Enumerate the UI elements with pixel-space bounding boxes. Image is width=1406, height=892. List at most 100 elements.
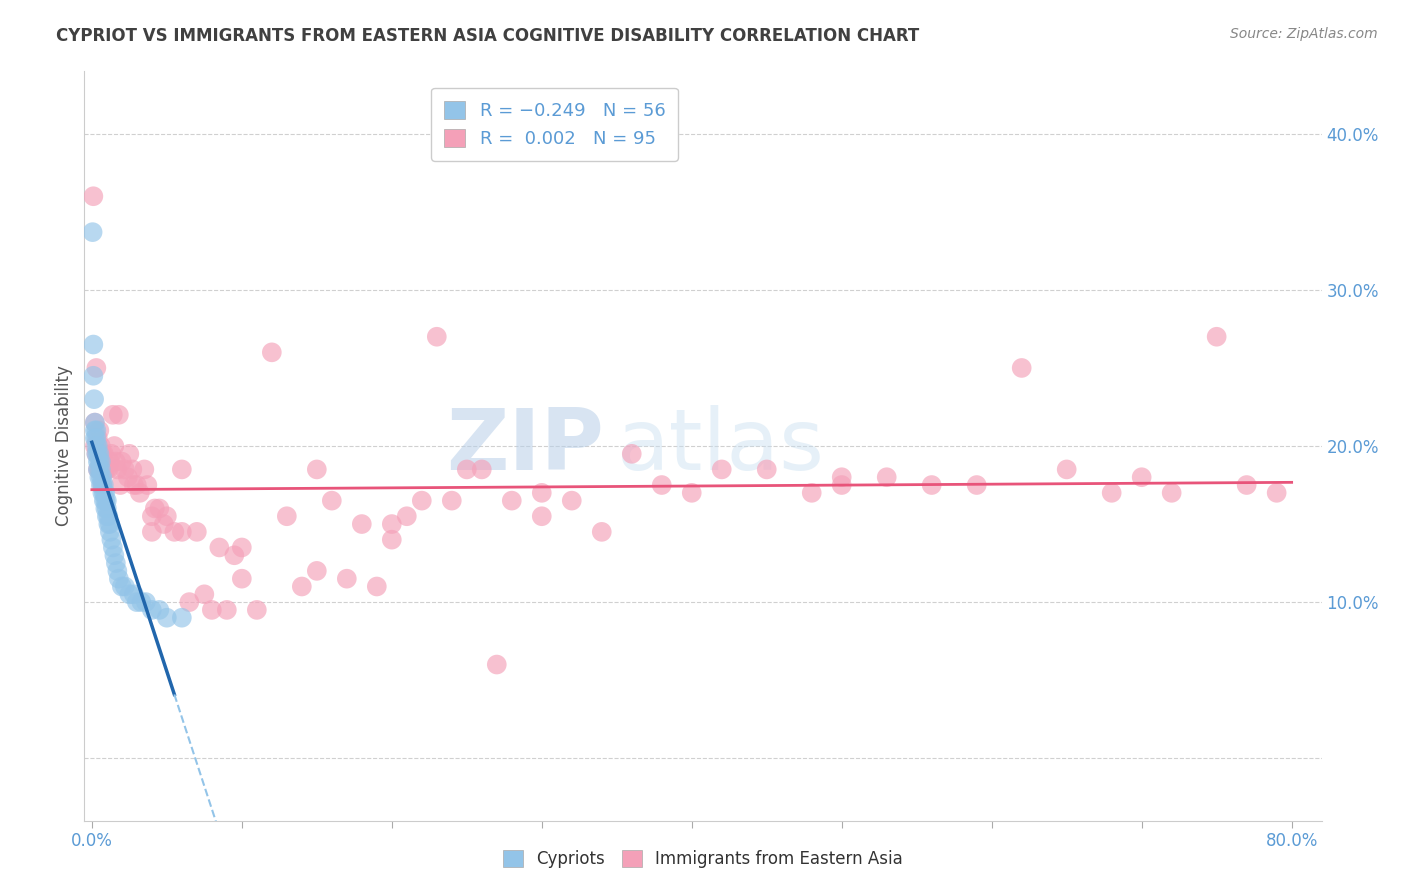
Point: [98, 524, 121, 539]
Point: [86, 447, 108, 461]
Point: [755, 462, 778, 476]
Point: [1101, 485, 1123, 500]
Text: atlas: atlas: [616, 404, 824, 488]
Point: [97, 509, 120, 524]
Point: [260, 345, 283, 359]
Point: [620, 447, 643, 461]
Point: [530, 485, 553, 500]
Point: [96, 509, 118, 524]
Point: [87, 447, 110, 461]
Point: [153, 517, 176, 532]
Point: [966, 478, 988, 492]
Point: [170, 524, 193, 539]
Point: [101, 408, 124, 422]
Point: [87, 462, 110, 476]
Text: Source: ZipAtlas.com: Source: ZipAtlas.com: [1230, 27, 1378, 41]
Point: [231, 541, 253, 555]
Point: [86, 424, 108, 438]
Point: [98, 455, 121, 469]
Point: [215, 603, 238, 617]
Point: [94, 501, 117, 516]
Point: [276, 509, 298, 524]
Point: [1205, 330, 1227, 344]
Point: [170, 611, 193, 625]
Point: [800, 485, 823, 500]
Point: [100, 447, 122, 461]
Legend: R = −0.249   N = 56, R =  0.002   N = 95: R = −0.249 N = 56, R = 0.002 N = 95: [432, 88, 678, 161]
Point: [96, 493, 118, 508]
Point: [921, 478, 943, 492]
Point: [121, 462, 143, 476]
Point: [122, 478, 145, 492]
Point: [381, 517, 404, 532]
Point: [1011, 361, 1033, 376]
Point: [117, 470, 139, 484]
Point: [156, 509, 179, 524]
Point: [291, 580, 314, 594]
Point: [104, 455, 127, 469]
Point: [485, 657, 508, 672]
Point: [321, 493, 343, 508]
Point: [90, 455, 112, 469]
Point: [86, 361, 108, 376]
Point: [148, 501, 170, 516]
Point: [125, 595, 148, 609]
Point: [395, 509, 418, 524]
Point: [114, 580, 136, 594]
Point: [96, 501, 118, 516]
Point: [876, 470, 898, 484]
Point: [134, 462, 156, 476]
Point: [94, 493, 117, 508]
Point: [179, 595, 201, 609]
Point: [87, 462, 110, 476]
Point: [246, 603, 269, 617]
Point: [231, 572, 253, 586]
Point: [90, 439, 112, 453]
Point: [82, 368, 104, 383]
Point: [97, 517, 120, 532]
Y-axis label: Cognitive Disability: Cognitive Disability: [55, 366, 73, 526]
Point: [501, 493, 523, 508]
Point: [136, 478, 159, 492]
Point: [156, 611, 179, 625]
Point: [530, 509, 553, 524]
Point: [224, 548, 246, 563]
Point: [456, 462, 478, 476]
Point: [82, 189, 104, 203]
Point: [201, 603, 224, 617]
Point: [148, 603, 170, 617]
Point: [118, 447, 141, 461]
Point: [111, 580, 134, 594]
Point: [93, 447, 115, 461]
Point: [1130, 470, 1153, 484]
Point: [98, 517, 121, 532]
Point: [681, 485, 703, 500]
Point: [118, 587, 141, 601]
Point: [305, 462, 328, 476]
Point: [1236, 478, 1258, 492]
Point: [336, 572, 359, 586]
Point: [82, 225, 104, 239]
Point: [141, 509, 163, 524]
Point: [90, 462, 112, 476]
Point: [110, 478, 132, 492]
Point: [591, 524, 613, 539]
Point: [90, 478, 112, 492]
Point: [83, 439, 105, 453]
Point: [186, 524, 208, 539]
Point: [831, 478, 853, 492]
Point: [131, 595, 153, 609]
Point: [105, 462, 128, 476]
Point: [96, 462, 118, 476]
Point: [94, 462, 117, 476]
Point: [122, 587, 145, 601]
Point: [91, 485, 114, 500]
Point: [831, 470, 853, 484]
Point: [87, 431, 110, 445]
Point: [170, 462, 193, 476]
Point: [83, 431, 105, 445]
Point: [143, 501, 166, 516]
Point: [710, 462, 733, 476]
Point: [163, 524, 186, 539]
Point: [89, 470, 111, 484]
